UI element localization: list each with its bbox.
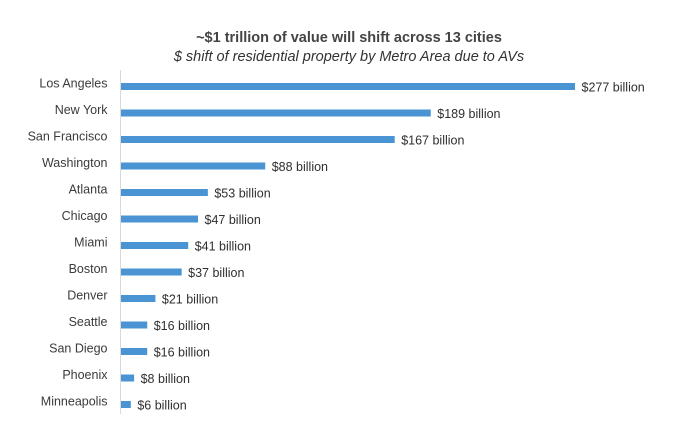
category-label: Boston xyxy=(69,262,108,276)
bars-group: Los Angeles $277 billion New York $189 bill… xyxy=(28,77,645,413)
chart-title: ~$1 trillion of value will shift across … xyxy=(196,30,502,46)
data-label: $21 billion xyxy=(162,293,218,307)
category-label: Washington xyxy=(42,156,108,170)
bar xyxy=(121,136,395,143)
category-label: Seattle xyxy=(69,315,108,329)
data-label: $189 billion xyxy=(437,107,500,121)
data-label: $6 billion xyxy=(137,399,186,413)
category-label: Los Angeles xyxy=(39,77,107,91)
data-label: $88 billion xyxy=(272,160,328,174)
data-label: $277 billion xyxy=(582,81,645,95)
bar xyxy=(121,215,199,223)
category-label: San Francisco xyxy=(28,130,108,144)
data-label: $16 billion xyxy=(154,319,210,333)
category-label: New York xyxy=(55,103,109,117)
data-label: $53 billion xyxy=(214,187,270,201)
bar xyxy=(121,189,208,196)
bar xyxy=(121,321,148,329)
bar xyxy=(121,295,156,302)
data-label: $8 billion xyxy=(141,372,190,386)
chart-subtitle: $ shift of residential property by Metro… xyxy=(173,49,525,65)
data-label: $37 billion xyxy=(188,266,244,280)
category-label: San Diego xyxy=(49,342,107,356)
data-label: $167 billion xyxy=(401,134,464,148)
category-label: Chicago xyxy=(62,209,108,223)
bar xyxy=(121,268,182,276)
bar xyxy=(121,401,131,408)
category-label: Atlanta xyxy=(69,183,108,197)
category-label: Miami xyxy=(74,236,107,250)
category-label: Denver xyxy=(67,289,107,303)
data-label: $41 billion xyxy=(195,240,251,254)
category-label: Minneapolis xyxy=(41,395,108,409)
bar xyxy=(121,374,135,382)
data-label: $47 billion xyxy=(205,213,261,227)
bar xyxy=(121,83,575,90)
category-label: Phoenix xyxy=(62,368,108,382)
bar xyxy=(121,109,431,117)
bar xyxy=(121,348,148,355)
bar xyxy=(121,242,189,249)
data-label: $16 billion xyxy=(154,346,210,360)
bar xyxy=(121,162,266,170)
